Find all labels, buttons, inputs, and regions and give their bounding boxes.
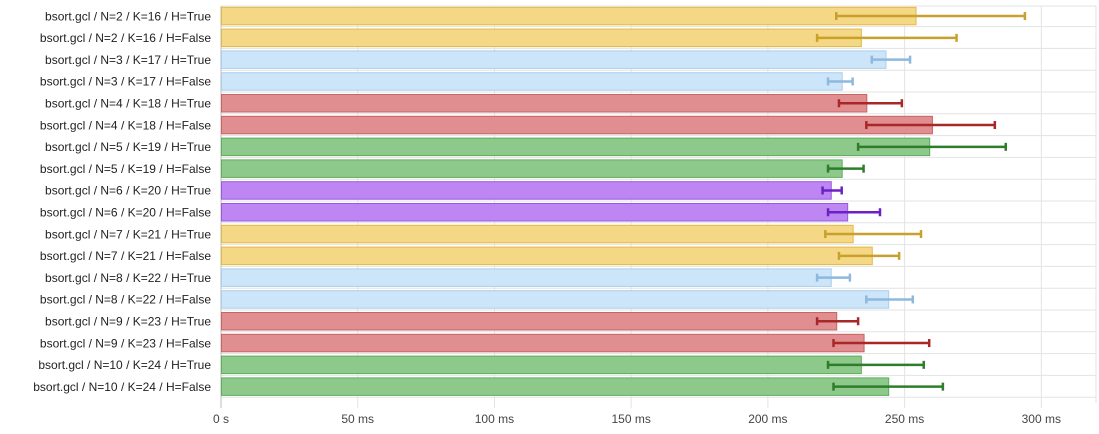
bar[interactable] — [221, 268, 832, 287]
bar[interactable] — [221, 137, 931, 157]
error-bar — [826, 208, 882, 217]
bar[interactable] — [221, 28, 862, 48]
category-label: bsort.gcl / N=2 / K=16 / H=False — [40, 31, 211, 45]
error-bar — [832, 382, 945, 391]
category-label: bsort.gcl / N=7 / K=21 / H=False — [40, 249, 211, 263]
x-tick-label: 300 ms — [1022, 412, 1061, 426]
bar[interactable] — [221, 203, 849, 222]
category-label: bsort.gcl / N=8 / K=22 / H=True — [45, 271, 211, 285]
bar[interactable] — [221, 159, 843, 178]
error-bar — [856, 142, 1008, 151]
x-tick-label: 200 ms — [748, 412, 787, 426]
error-bar — [837, 99, 904, 108]
error-bar — [865, 121, 997, 130]
bar[interactable] — [221, 355, 862, 375]
category-label: bsort.gcl / N=4 / K=18 / H=True — [45, 96, 211, 110]
error-bar — [865, 295, 915, 304]
category-label: bsort.gcl / N=9 / K=23 / H=False — [40, 336, 211, 350]
x-axis-tick-labels: 0 s 50 ms 100 ms 150 ms 200 ms 250 ms 300 ms — [213, 412, 1061, 426]
category-label: bsort.gcl / N=6 / K=20 / H=True — [45, 184, 211, 198]
category-label: bsort.gcl / N=2 / K=16 / H=True — [45, 9, 211, 23]
error-bar — [834, 12, 1027, 21]
bars — [221, 6, 933, 396]
category-label: bsort.gcl / N=6 / K=20 / H=False — [40, 205, 211, 219]
bar[interactable] — [221, 224, 854, 244]
x-tick-label: 0 s — [213, 412, 229, 426]
bar[interactable] — [221, 6, 917, 26]
x-tick-label: 250 ms — [885, 412, 924, 426]
error-bars — [815, 12, 1027, 391]
error-bar — [815, 33, 958, 42]
bar[interactable] — [221, 377, 890, 396]
error-bar — [815, 273, 852, 282]
category-label: bsort.gcl / N=7 / K=21 / H=True — [45, 227, 211, 241]
bar[interactable] — [221, 312, 838, 331]
error-bar — [815, 317, 860, 326]
error-bar — [837, 251, 901, 260]
bar[interactable] — [221, 72, 843, 91]
error-bar — [826, 360, 925, 369]
error-bar — [821, 186, 843, 195]
category-label: bsort.gcl / N=5 / K=19 / H=True — [45, 140, 211, 154]
category-label: bsort.gcl / N=4 / K=18 / H=False — [40, 118, 211, 132]
bar[interactable] — [221, 115, 933, 135]
category-label: bsort.gcl / N=5 / K=19 / H=False — [40, 162, 211, 176]
bar[interactable] — [221, 181, 832, 200]
bar[interactable] — [221, 333, 865, 353]
error-bar — [826, 164, 865, 173]
x-tick-label: 150 ms — [611, 412, 650, 426]
error-bar — [870, 55, 912, 64]
bar[interactable] — [221, 50, 887, 69]
category-label: bsort.gcl / N=3 / K=17 / H=False — [40, 75, 211, 89]
error-bar — [824, 230, 923, 239]
x-tick-label: 50 ms — [341, 412, 374, 426]
category-label: bsort.gcl / N=10 / K=24 / H=False — [33, 380, 211, 394]
error-bar — [832, 339, 931, 348]
category-label: bsort.gcl / N=10 / K=24 / H=True — [38, 358, 211, 372]
bar[interactable] — [221, 94, 868, 113]
category-label: bsort.gcl / N=3 / K=17 / H=True — [45, 53, 211, 67]
bar[interactable] — [221, 246, 873, 266]
category-label: bsort.gcl / N=9 / K=23 / H=True — [45, 314, 211, 328]
error-bar — [826, 77, 854, 86]
category-labels: bsort.gcl / N=2 / K=16 / H=True bsort.gcl… — [33, 9, 211, 394]
category-label: bsort.gcl / N=8 / K=22 / H=False — [40, 293, 211, 307]
bar[interactable] — [221, 290, 890, 309]
x-tick-label: 100 ms — [475, 412, 514, 426]
